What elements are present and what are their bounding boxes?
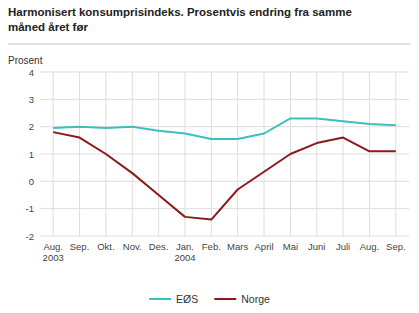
x-tick-label: Mars xyxy=(227,241,248,252)
grid-line-y xyxy=(40,72,409,73)
x-tick-label: Sep. xyxy=(70,241,90,252)
x-tick-line: Aug. xyxy=(43,241,63,252)
grid-line-x xyxy=(343,72,344,236)
grid-line-x xyxy=(237,72,238,236)
x-tick-line: Nov. xyxy=(123,241,142,252)
title-line: Harmonisert konsumprisindeks. Prosentvis… xyxy=(8,6,352,18)
grid-line-y xyxy=(40,154,409,155)
x-tick-label: April xyxy=(255,241,274,252)
x-tick-line: 2004 xyxy=(174,252,195,263)
grid-line-x xyxy=(132,72,133,236)
x-tick-line: Jan. xyxy=(176,241,194,252)
title-line: måned året før xyxy=(8,21,88,33)
x-tick-label: Sep. xyxy=(386,241,406,252)
x-tick-label: Jan.2004 xyxy=(174,241,195,263)
x-tick-label: Okt. xyxy=(97,241,114,252)
x-tick-label: Juni xyxy=(308,241,325,252)
grid-line-x xyxy=(53,72,54,236)
grid-line-x xyxy=(316,72,317,236)
grid-line-x xyxy=(79,72,80,236)
x-tick-line: Mai xyxy=(283,241,298,252)
legend: EØS Norge xyxy=(149,293,270,305)
x-tick-label: Nov. xyxy=(123,241,142,252)
legend-item: Norge xyxy=(214,293,270,305)
grid-line-x xyxy=(184,72,185,236)
title: Harmonisert konsumprisindeks. Prosentvis… xyxy=(8,6,352,33)
x-tick-label: Mai xyxy=(283,241,298,252)
grid-line-y xyxy=(40,208,409,209)
x-tick-label: Juli xyxy=(336,241,350,252)
x-tick-line: Aug. xyxy=(360,241,380,252)
y-tick-label: 1 xyxy=(29,149,34,160)
x-tick-line: April xyxy=(255,241,274,252)
y-tick-label: -2 xyxy=(26,231,34,242)
x-tick-label: Aug. xyxy=(360,241,380,252)
grid-line-y xyxy=(40,99,409,100)
grid-line-x xyxy=(395,72,396,236)
x-tick-label: Aug.2003 xyxy=(43,241,64,263)
legend-label: EØS xyxy=(176,293,198,305)
series-line xyxy=(53,132,396,219)
y-tick-label: -1 xyxy=(26,203,34,214)
x-tick-label: Des. xyxy=(149,241,169,252)
y-tick-label: 3 xyxy=(29,94,34,105)
title-rule xyxy=(8,44,411,45)
grid-line-x xyxy=(369,72,370,236)
x-tick-line: Juli xyxy=(336,241,350,252)
x-tick-line: Juni xyxy=(308,241,325,252)
y-label: Prosent xyxy=(8,55,43,66)
grid-line-x xyxy=(158,72,159,236)
y-tick-label: 0 xyxy=(29,176,34,187)
x-tick-label: Feb. xyxy=(202,241,221,252)
x-tick-line: Des. xyxy=(149,241,169,252)
x-tick-line: Okt. xyxy=(97,241,114,252)
plot-area xyxy=(53,118,396,219)
grid-line-x xyxy=(264,72,265,236)
series-line xyxy=(53,118,396,139)
grid-line-y xyxy=(40,181,409,182)
legend-item: EØS xyxy=(149,293,198,305)
legend-label: Norge xyxy=(241,293,270,305)
y-tick-label: 4 xyxy=(29,67,34,78)
x-tick-line: Feb. xyxy=(202,241,221,252)
y-tick-label: 2 xyxy=(29,121,34,132)
x-tick-line: Mars xyxy=(227,241,248,252)
legend-swatch xyxy=(214,298,236,300)
x-tick-line: 2003 xyxy=(43,252,64,263)
chart: Harmonisert konsumprisindeks. Prosentvis… xyxy=(0,0,419,313)
x-tick-line: Sep. xyxy=(386,241,406,252)
grid-line-x xyxy=(211,72,212,236)
legend-swatch xyxy=(149,298,171,300)
grid-line-y xyxy=(40,236,409,237)
x-tick-line: Sep. xyxy=(70,241,90,252)
